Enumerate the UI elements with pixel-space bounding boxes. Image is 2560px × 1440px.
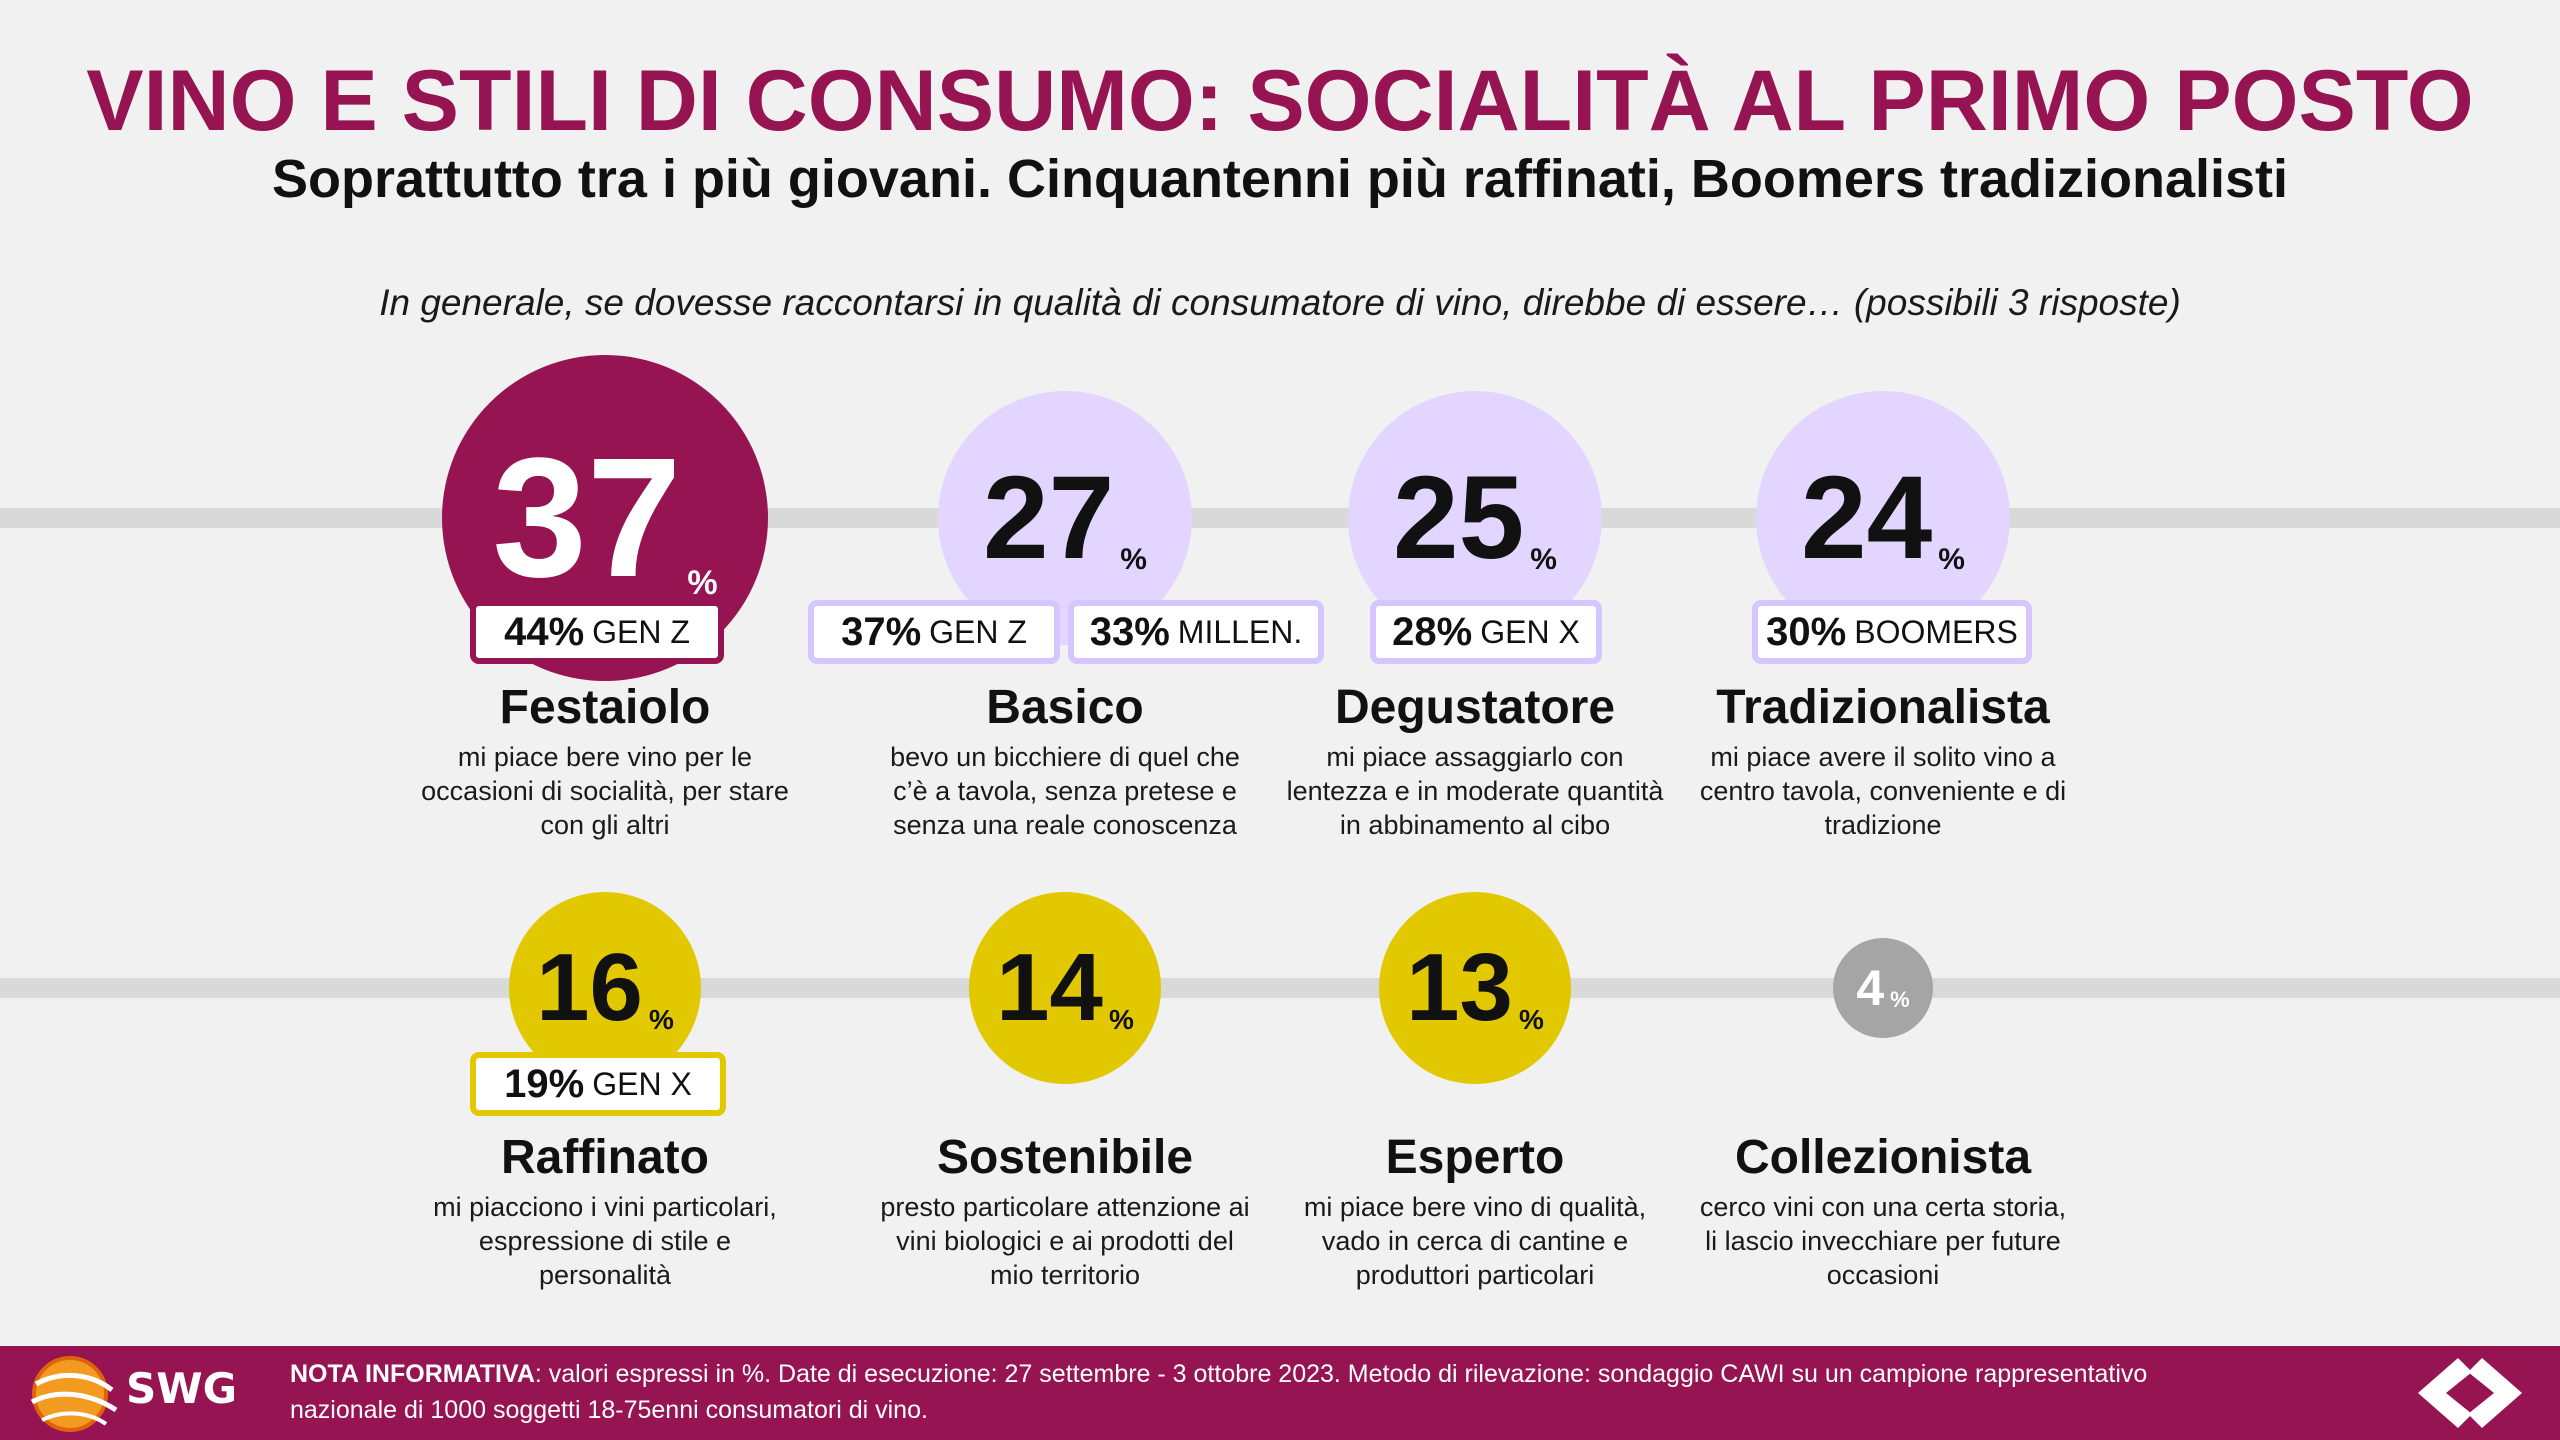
- survey-question: In generale, se dovesse raccontarsi in q…: [379, 282, 2181, 323]
- segment-tag-basico: 37% GEN Z: [808, 600, 1060, 664]
- segment-label: GEN Z: [592, 613, 690, 650]
- category-name-festaiolo: Festaiolo: [499, 681, 711, 734]
- band-top: [0, 508, 2560, 528]
- swg-globe-icon: [30, 1356, 118, 1432]
- category-name-tradizionalista: Tradizionalista: [1716, 681, 2050, 734]
- percent-sign-tradizionalista: %: [1938, 543, 1965, 576]
- percent-sign-raffinato: %: [648, 1004, 674, 1035]
- category-desc-sostenibile: presto particolare attenzione ai vini bi…: [880, 1192, 1250, 1290]
- category-name-raffinato: Raffinato: [501, 1131, 709, 1184]
- footer-note: NOTA INFORMATIVA: valori espressi in %. …: [290, 1356, 2190, 1428]
- segment-value: 33%: [1089, 609, 1170, 654]
- category-name-esperto: Esperto: [1385, 1131, 1565, 1184]
- category-desc-basico: bevo un bicchiere di quel che c’è a tavo…: [890, 742, 1240, 840]
- percent-sign-degustatore: %: [1530, 543, 1557, 576]
- bubble-collezionista: 4%: [1833, 938, 1933, 1038]
- value-label-raffinato: 16: [536, 934, 643, 1041]
- segment-label: BOOMERS: [1854, 613, 2018, 650]
- category-desc-degustatore: mi piace assaggiarlo con lentezza e in m…: [1286, 742, 1664, 840]
- segment-value: 44%: [504, 609, 585, 654]
- segment-tag-festaiolo: 44% GEN Z: [470, 600, 724, 664]
- segment-label: GEN X: [1480, 613, 1580, 650]
- segment-label: GEN Z: [929, 613, 1027, 650]
- value-label-esperto: 13: [1406, 934, 1513, 1041]
- percent-sign-esperto: %: [1518, 1004, 1544, 1035]
- segment-value: 30%: [1766, 609, 1847, 654]
- band-bottom: [0, 978, 2560, 998]
- bubble-sostenibile: 14%: [969, 892, 1161, 1084]
- category-desc-raffinato: mi piacciono i vini particolari, espress…: [433, 1192, 777, 1290]
- category-name-basico: Basico: [986, 681, 1144, 734]
- segment-label: GEN X: [592, 1065, 692, 1102]
- category-name-degustatore: Degustatore: [1334, 681, 1616, 734]
- footer-bar: [0, 1346, 2560, 1440]
- segment-value: 19%: [504, 1061, 585, 1106]
- page-subtitle: Soprattutto tra i più giovani. Cinquante…: [271, 149, 2289, 209]
- value-label-festaiolo: 37: [492, 423, 682, 613]
- category-name-sostenibile: Sostenibile: [936, 1131, 1194, 1184]
- value-label-tradizionalista: 24: [1801, 452, 1933, 584]
- value-label-basico: 27: [983, 452, 1115, 584]
- value-label-sostenibile: 14: [996, 934, 1103, 1041]
- segment-value: 28%: [1392, 609, 1473, 654]
- footer-note-label: NOTA INFORMATIVA: [290, 1360, 535, 1388]
- footer-note-text: : valori espressi in %. Date di esecuzio…: [290, 1360, 2148, 1424]
- category-desc-tradizionalista: mi piace avere il solito vino a centro t…: [1699, 742, 2067, 840]
- value-label-collezionista: 4: [1856, 960, 1885, 1016]
- category-name-collezionista: Collezionista: [1734, 1131, 2032, 1184]
- percent-sign-basico: %: [1120, 543, 1147, 576]
- category-desc-esperto: mi piace bere vino di qualità, vado in c…: [1303, 1192, 1647, 1290]
- swg-logo-text: SWG: [126, 1364, 238, 1413]
- bubble-esperto: 13%: [1379, 892, 1571, 1084]
- segment-tag-basico: 33% MILLEN.: [1068, 600, 1324, 664]
- percent-sign-collezionista: %: [1890, 987, 1910, 1012]
- percent-sign-sostenibile: %: [1108, 1004, 1134, 1035]
- segment-tag-tradizionalista: 30% BOOMERS: [1752, 600, 2032, 664]
- segment-tag-degustatore: 28% GEN X: [1370, 600, 1602, 664]
- page-title: VINO E STILI DI CONSUMO: SOCIALITÀ AL PR…: [86, 53, 2474, 149]
- category-desc-collezionista: cerco vini con una certa storia, li lasc…: [1699, 1192, 2067, 1290]
- value-label-degustatore: 25: [1393, 452, 1525, 584]
- carrefour-logo-icon: [2418, 1358, 2522, 1428]
- segment-label: MILLEN.: [1177, 613, 1303, 650]
- segment-tag-raffinato: 19% GEN X: [470, 1052, 726, 1116]
- segment-value: 37%: [841, 609, 922, 654]
- percent-sign-festaiolo: %: [687, 564, 718, 602]
- category-desc-festaiolo: mi piace bere vino per le occasioni di s…: [421, 742, 789, 840]
